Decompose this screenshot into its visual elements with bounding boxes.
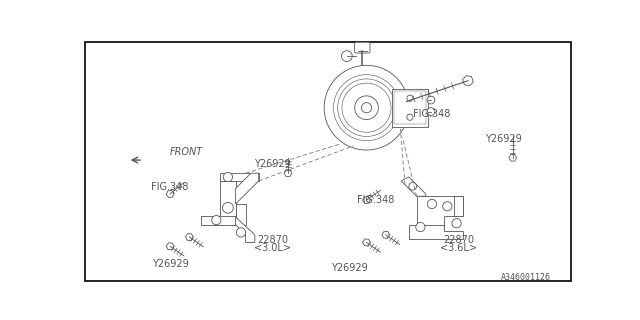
Circle shape [362,103,372,113]
Polygon shape [363,239,371,246]
Circle shape [212,215,221,225]
Polygon shape [417,196,463,231]
Circle shape [223,172,232,182]
Text: 22870: 22870 [444,235,474,245]
Circle shape [409,182,417,190]
Polygon shape [186,234,193,241]
Circle shape [427,96,435,104]
Text: Y26929: Y26929 [485,133,522,143]
Polygon shape [454,196,463,215]
Bar [394,91,426,124]
Polygon shape [284,170,292,177]
Circle shape [452,219,461,228]
Circle shape [223,203,234,213]
Text: Y26929: Y26929 [152,259,189,269]
Text: Y26929: Y26929 [254,159,291,169]
Text: Y26929: Y26929 [331,263,368,273]
Polygon shape [166,243,174,250]
Text: FIG.348: FIG.348 [413,109,450,119]
Text: <3.6L>: <3.6L> [440,243,477,253]
Polygon shape [201,215,236,225]
Polygon shape [236,173,259,204]
Circle shape [355,96,378,120]
Circle shape [428,199,436,209]
Polygon shape [401,177,426,196]
Polygon shape [363,196,371,204]
Circle shape [407,114,413,120]
Polygon shape [236,204,246,225]
Circle shape [407,95,413,101]
Polygon shape [509,155,516,161]
Bar [392,89,428,127]
Polygon shape [220,181,236,223]
Text: FRONT: FRONT [170,147,204,157]
Polygon shape [409,225,463,239]
Text: A346001126: A346001126 [501,273,551,282]
Polygon shape [220,173,259,181]
Circle shape [342,51,352,61]
Circle shape [236,228,246,237]
Polygon shape [382,231,390,238]
Circle shape [324,65,409,150]
Circle shape [427,108,435,116]
Text: FIG.348: FIG.348 [151,182,188,192]
Text: <3.0L>: <3.0L> [254,243,291,253]
Circle shape [443,202,452,211]
Circle shape [416,222,425,232]
Polygon shape [236,217,255,243]
Text: FIG.348: FIG.348 [357,195,395,205]
FancyBboxPatch shape [355,42,370,53]
Polygon shape [166,190,174,197]
Polygon shape [463,76,473,86]
Text: 22870: 22870 [257,235,288,245]
